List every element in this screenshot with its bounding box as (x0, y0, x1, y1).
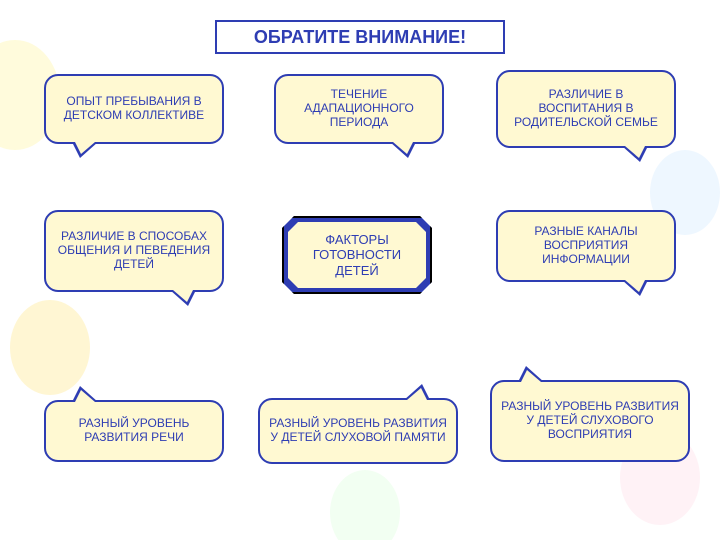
bubble-text: РАЗЛИЧИЕ В СПОСОБАХ ОБЩЕНИЯ И ПЕВЕДЕНИЯ … (54, 230, 214, 271)
bubble-body: РАЗНЫЙ УРОВЕНЬ РАЗВИТИЯ РЕЧИ (44, 400, 224, 462)
bubble-text: ТЕЧЕНИЕ АДАПАЦИОННОГО ПЕРИОДА (284, 88, 434, 129)
speech-bubble: РАЗНЫЙ УРОВЕНЬ РАЗВИТИЯ РЕЧИ (44, 400, 224, 462)
bubble-text: РАЗНЫЕ КАНАЛЫ ВОСПРИЯТИЯ ИНФОРМАЦИИ (506, 225, 666, 266)
bubble-text: РАЗЛИЧИЕ В ВОСПИТАНИЯ В РОДИТЕЛЬСКОЙ СЕМ… (506, 88, 666, 129)
bubble-text: РАЗНЫЙ УРОВЕНЬ РАЗВИТИЯ РЕЧИ (54, 417, 214, 445)
center-plate-inner: ФАКТОРЫ ГОТОВНОСТИ ДЕТЕЙ (288, 222, 426, 288)
bg-balloon (330, 470, 400, 540)
speech-bubble: РАЗЛИЧИЕ В СПОСОБАХ ОБЩЕНИЯ И ПЕВЕДЕНИЯ … (44, 210, 224, 292)
bubble-body: РАЗЛИЧИЕ В СПОСОБАХ ОБЩЕНИЯ И ПЕВЕДЕНИЯ … (44, 210, 224, 292)
speech-bubble: ТЕЧЕНИЕ АДАПАЦИОННОГО ПЕРИОДА (274, 74, 444, 144)
bubble-body: РАЗНЫЙ УРОВЕНЬ РАЗВИТИЯ У ДЕТЕЙ СЛУХОВОГ… (490, 380, 690, 462)
speech-bubble: РАЗНЫЙ УРОВЕНЬ РАЗВИТИЯ У ДЕТЕЙ СЛУХОВОЙ… (258, 398, 458, 464)
bubble-body: РАЗНЫЙ УРОВЕНЬ РАЗВИТИЯ У ДЕТЕЙ СЛУХОВОЙ… (258, 398, 458, 464)
bubble-tail-fill (75, 390, 95, 402)
center-text: ФАКТОРЫ ГОТОВНОСТИ ДЕТЕЙ (292, 232, 422, 279)
bubble-tail-fill (75, 142, 95, 154)
bubble-body: ОПЫТ ПРЕБЫВАНИЯ В ДЕТСКОМ КОЛЛЕКТИВЕ (44, 74, 224, 144)
speech-bubble: РАЗЛИЧИЕ В ВОСПИТАНИЯ В РОДИТЕЛЬСКОЙ СЕМ… (496, 70, 676, 148)
bubble-tail-fill (173, 290, 193, 302)
title-box: ОБРАТИТЕ ВНИМАНИЕ! (215, 20, 505, 54)
center-plate: ФАКТОРЫ ГОТОВНОСТИ ДЕТЕЙ (282, 216, 432, 294)
bubble-body: ТЕЧЕНИЕ АДАПАЦИОННОГО ПЕРИОДА (274, 74, 444, 144)
bubble-body: РАЗЛИЧИЕ В ВОСПИТАНИЯ В РОДИТЕЛЬСКОЙ СЕМ… (496, 70, 676, 148)
bg-balloon (10, 300, 90, 395)
speech-bubble: ОПЫТ ПРЕБЫВАНИЯ В ДЕТСКОМ КОЛЛЕКТИВЕ (44, 74, 224, 144)
bubble-body: РАЗНЫЕ КАНАЛЫ ВОСПРИЯТИЯ ИНФОРМАЦИИ (496, 210, 676, 282)
bubble-tail-fill (407, 388, 427, 400)
speech-bubble: РАЗНЫЕ КАНАЛЫ ВОСПРИЯТИЯ ИНФОРМАЦИИ (496, 210, 676, 282)
bubble-text: РАЗНЫЙ УРОВЕНЬ РАЗВИТИЯ У ДЕТЕЙ СЛУХОВОГ… (500, 400, 680, 441)
bubble-tail-fill (393, 142, 413, 154)
title-text: ОБРАТИТЕ ВНИМАНИЕ! (254, 27, 466, 48)
bubble-tail-fill (625, 280, 645, 292)
bubble-tail-fill (625, 146, 645, 158)
bubble-tail-fill (521, 370, 541, 382)
bubble-text: ОПЫТ ПРЕБЫВАНИЯ В ДЕТСКОМ КОЛЛЕКТИВЕ (54, 95, 214, 123)
speech-bubble: РАЗНЫЙ УРОВЕНЬ РАЗВИТИЯ У ДЕТЕЙ СЛУХОВОГ… (490, 380, 690, 462)
bubble-text: РАЗНЫЙ УРОВЕНЬ РАЗВИТИЯ У ДЕТЕЙ СЛУХОВОЙ… (268, 417, 448, 445)
